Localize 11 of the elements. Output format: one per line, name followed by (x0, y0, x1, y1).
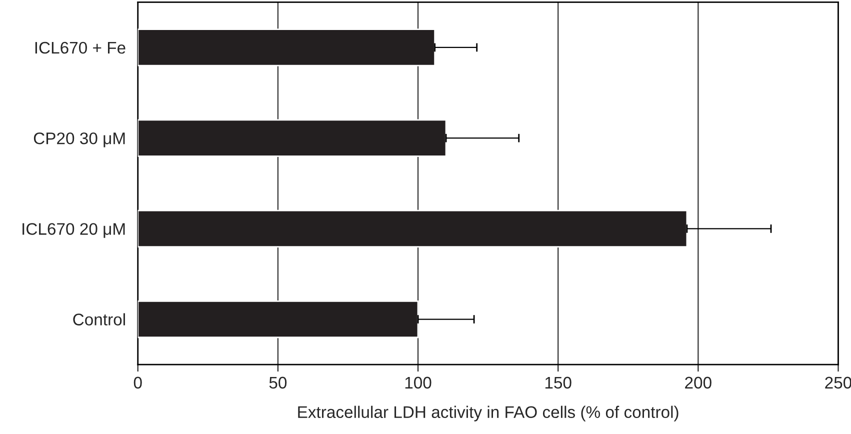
x-tick-label: 250 (825, 376, 851, 389)
x-tick-label: 50 (269, 376, 287, 389)
x-tick-label: 100 (405, 376, 432, 389)
y-tick-label: ICL670 + Fe (35, 42, 126, 54)
x-tick-label: 150 (545, 376, 572, 389)
x-tick-label: 200 (685, 376, 712, 389)
y-tick-label: Control (73, 313, 125, 326)
x-axis-title: Extracellular LDH activity in FAO cells (% of control) (298, 406, 678, 422)
y-tick-label: CP20 30 μM (34, 132, 125, 148)
y-tick-label: ICL670 20 μM (22, 223, 125, 238)
x-tick-label: 0 (134, 376, 142, 389)
